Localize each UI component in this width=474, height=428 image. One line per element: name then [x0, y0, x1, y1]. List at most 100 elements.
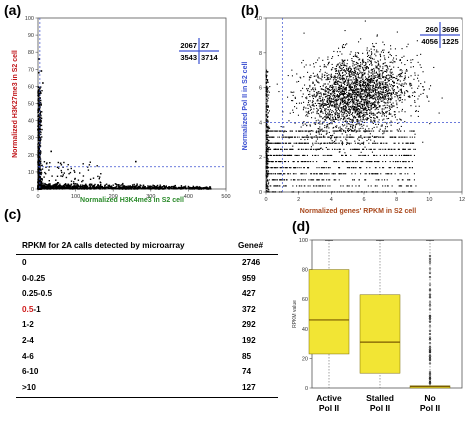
data-point [333, 97, 335, 99]
data-point [340, 191, 342, 193]
data-point [400, 167, 402, 169]
data-point [337, 81, 339, 83]
data-point [353, 115, 355, 117]
data-point [265, 167, 267, 169]
data-point [349, 67, 351, 69]
data-point [188, 186, 190, 189]
data-point [271, 173, 273, 175]
data-point [39, 140, 41, 142]
data-point [50, 185, 52, 187]
data-point [428, 88, 430, 90]
data-point [147, 187, 149, 189]
data-point [351, 89, 353, 91]
data-point [359, 96, 361, 98]
data-point [386, 75, 388, 77]
data-point [38, 104, 41, 106]
data-point [398, 79, 400, 81]
data-point [339, 70, 341, 72]
data-point [60, 187, 62, 190]
data-point [37, 181, 39, 183]
data-point [351, 72, 353, 74]
data-point [360, 118, 362, 120]
data-point [180, 188, 182, 190]
data-point [392, 62, 394, 64]
data-point [322, 106, 324, 108]
data-point [365, 102, 367, 104]
data-point [144, 187, 146, 189]
data-point [339, 104, 341, 106]
data-point [332, 90, 334, 92]
data-point [360, 95, 362, 97]
data-point [59, 184, 61, 187]
data-point [347, 80, 349, 82]
data-point [38, 158, 40, 160]
data-point [164, 187, 166, 189]
data-point [303, 185, 305, 187]
data-point [333, 90, 335, 92]
data-point [37, 92, 39, 95]
data-point [135, 185, 138, 187]
data-point [299, 185, 301, 187]
data-point [75, 187, 77, 189]
data-point [38, 186, 40, 188]
data-point [303, 107, 305, 109]
data-point [326, 101, 328, 103]
data-point [367, 81, 369, 83]
data-point [40, 186, 43, 188]
data-point [354, 106, 356, 108]
data-point [38, 173, 41, 175]
data-point [37, 187, 39, 189]
data-point [288, 137, 290, 139]
data-point [376, 136, 378, 138]
data-point [40, 92, 42, 94]
data-point [100, 173, 102, 175]
data-point [398, 83, 400, 85]
data-point [396, 77, 398, 79]
data-point [345, 96, 347, 98]
data-point [331, 111, 333, 113]
data-point [41, 187, 43, 189]
data-point [50, 185, 52, 188]
data-point [76, 187, 79, 190]
data-point [37, 186, 39, 188]
data-point [37, 181, 40, 183]
data-point [310, 173, 312, 175]
data-point [364, 20, 366, 22]
data-point [389, 85, 391, 87]
data-point [370, 185, 372, 187]
data-point [388, 83, 390, 85]
data-point [312, 105, 314, 107]
data-point [39, 187, 41, 189]
data-point [365, 66, 367, 68]
data-point [367, 107, 369, 109]
data-point [390, 95, 392, 97]
data-point [365, 85, 367, 87]
data-point [174, 184, 176, 187]
data-point [111, 187, 113, 190]
data-point [60, 187, 62, 189]
data-point [92, 187, 94, 189]
data-point [45, 188, 47, 190]
data-point [37, 119, 39, 121]
data-point [37, 142, 40, 144]
data-point [356, 55, 358, 57]
data-point [373, 98, 375, 100]
data-point [38, 115, 40, 118]
data-point [355, 167, 357, 169]
data-point [38, 160, 40, 162]
data-point [331, 121, 333, 123]
data-point [367, 95, 369, 97]
data-point [366, 78, 368, 80]
data-point [375, 108, 377, 110]
data-point [383, 115, 385, 117]
data-point [349, 112, 351, 114]
data-point [345, 131, 347, 133]
data-point [148, 188, 150, 190]
data-point [399, 99, 401, 101]
data-point [365, 88, 367, 90]
data-point [371, 102, 373, 104]
data-point [38, 188, 40, 190]
data-point [374, 102, 376, 104]
data-point [315, 122, 317, 124]
data-point [308, 104, 310, 106]
